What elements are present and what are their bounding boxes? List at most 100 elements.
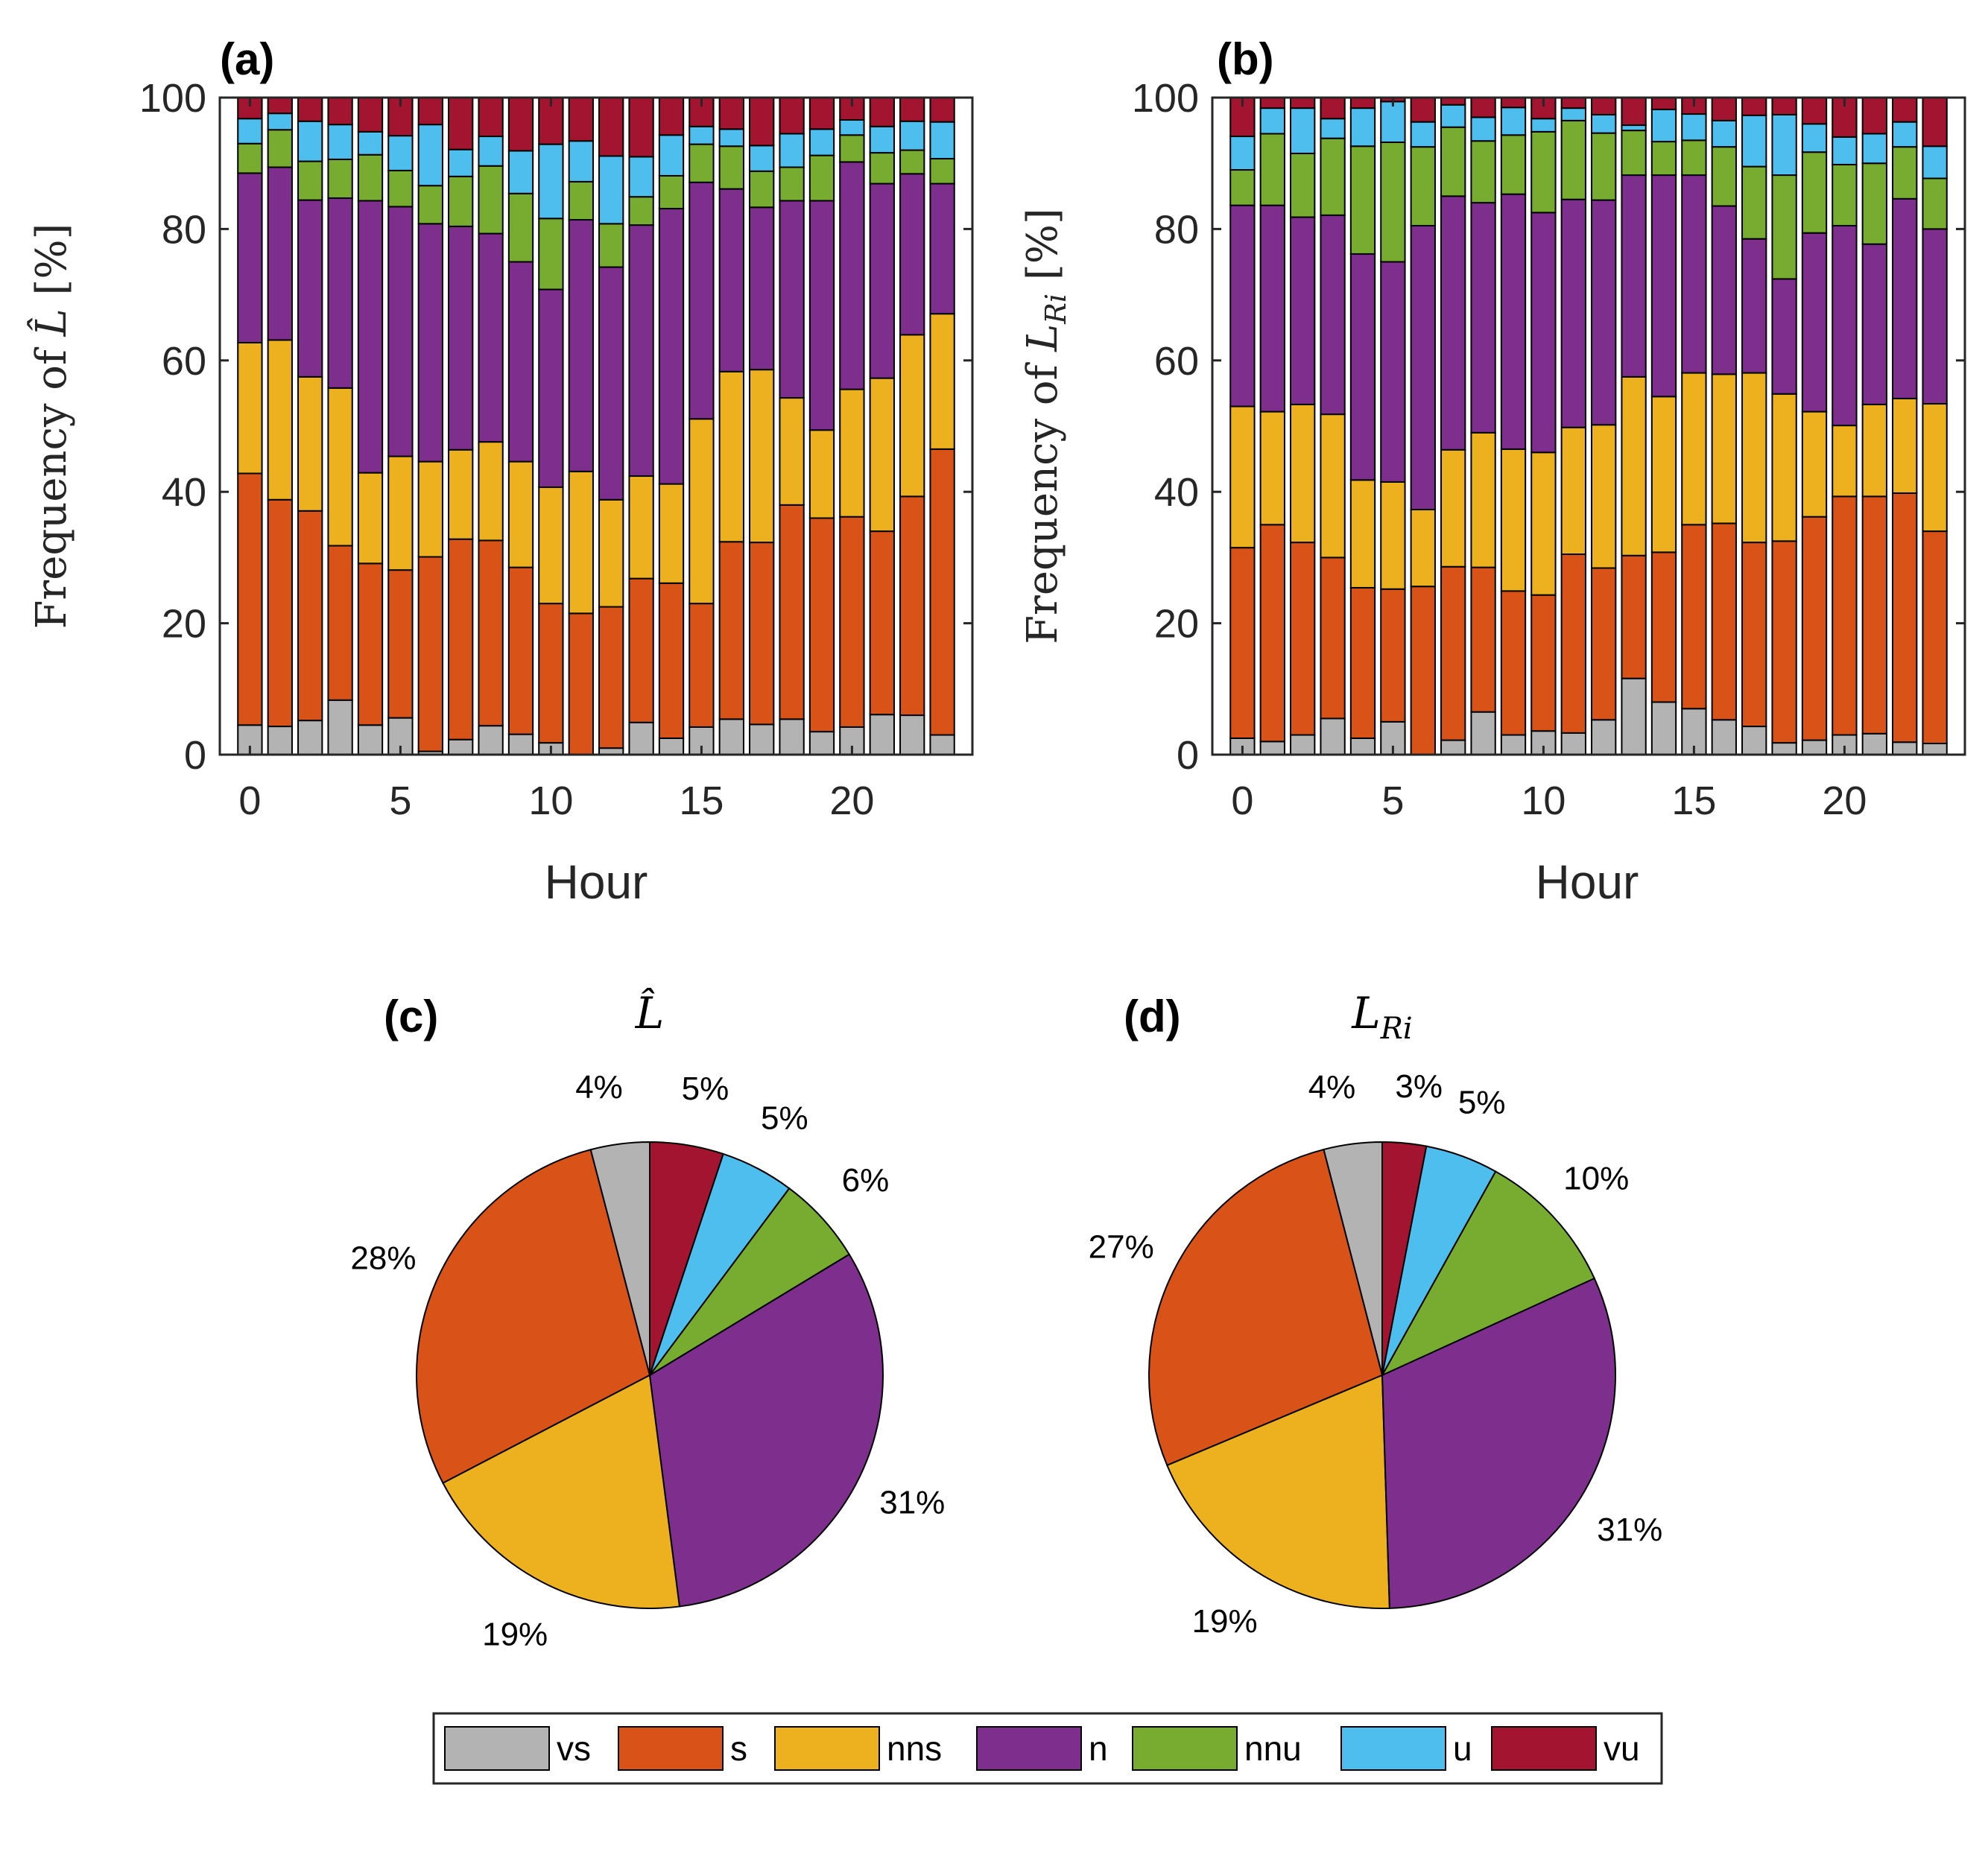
bar-segment-nnu-hour-7: [1440, 126, 1466, 197]
bar-segment-u-hour-8: [478, 136, 504, 167]
bar-segment-nns-hour-3: [327, 387, 353, 547]
bar-segment-s-hour-14: [658, 582, 685, 739]
bar-segment-nnu-hour-23: [1922, 177, 1948, 230]
x-ticks-a: 0 5 10 15 20: [238, 98, 874, 823]
bar-segment-u-hour-19: [808, 128, 835, 156]
bar-segment-nnu-hour-6: [1410, 146, 1436, 226]
bar-segment-s-hour-8: [478, 539, 504, 727]
bar-segment-n-hour-3: [327, 197, 353, 389]
bar-segment-nns-hour-13: [1621, 375, 1647, 556]
bar-segment-nns-hour-19: [808, 429, 835, 519]
x-tick-label-0: 0: [1231, 778, 1253, 823]
y-tick-label-0: 0: [184, 733, 206, 778]
bar-segment-vs-hour-19: [1801, 739, 1828, 756]
bar-segment-n-hour-20: [839, 161, 865, 390]
bar-segment-nns-hour-14: [658, 483, 685, 584]
panel-label-a: (a): [220, 34, 274, 84]
panel-label-d: (d): [1124, 992, 1181, 1041]
bar-segment-n-hour-16: [718, 188, 744, 372]
bar-segment-vu-hour-13: [1621, 97, 1647, 127]
bar-segment-s-hour-15: [1681, 524, 1707, 710]
pie-label-n: 31%: [879, 1485, 945, 1521]
bar-segment-nns-hour-16: [1711, 373, 1737, 524]
y-axis-label-b: Frequency of LRi [%]: [1019, 208, 1072, 644]
bar-segment-nnu-hour-19: [1801, 151, 1828, 234]
bar-segment-n-hour-11: [1560, 198, 1586, 428]
bar-segment-vu-hour-11: [568, 97, 594, 142]
pie-label-nns: 19%: [1192, 1603, 1258, 1640]
y-tick-label-60: 60: [1154, 339, 1199, 384]
bar-segment-nns-hour-8: [1470, 431, 1496, 568]
bar-segment-s-hour-20: [1832, 495, 1858, 736]
bar-segment-nnu-hour-18: [1771, 174, 1797, 280]
bar-segment-vs-hour-22: [1892, 741, 1918, 756]
bar-segment-s-hour-5: [387, 569, 414, 719]
bar-segment-nnu-hour-12: [1591, 132, 1617, 201]
y-ticks-b: 0 20 40 60 80 100: [1132, 76, 1965, 778]
stacked-bar-chart-a: (a) 0 20 40 60 80 100 0 5 10 15 20 Hour Frequency…: [26, 34, 974, 909]
x-tick-label-5: 5: [389, 778, 411, 823]
bar-segment-vs-hour-9: [1500, 734, 1527, 755]
bar-segment-vu-hour-12: [598, 97, 624, 157]
bar-segment-vs-hour-23: [1922, 743, 1948, 755]
bar-segment-n-hour-0: [237, 172, 263, 343]
bar-segment-vu-hour-16: [718, 97, 744, 130]
y-axis-label-symbol-b: L: [1019, 324, 1067, 352]
x-axis-label-b: Hour: [1536, 855, 1639, 909]
bar-segment-vs-hour-18: [1771, 742, 1797, 756]
bars-b: [1229, 97, 1948, 756]
y-tick-label-40: 40: [1154, 470, 1199, 515]
bar-segment-vu-hour-3: [327, 97, 353, 126]
bar-segment-s-hour-3: [1320, 556, 1346, 720]
bar-segment-u-hour-19: [1801, 123, 1828, 153]
bar-segment-nnu-hour-2: [1290, 152, 1316, 218]
legend-label-u: u: [1453, 1729, 1472, 1768]
bar-segment-nns-hour-23: [1922, 403, 1948, 533]
bar-segment-vs-hour-8: [478, 725, 504, 756]
x-tick-label-10: 10: [1521, 778, 1566, 823]
bar-segment-u-hour-1: [1259, 107, 1285, 135]
bar-segment-u-hour-8: [1470, 116, 1496, 142]
bar-segment-s-hour-2: [297, 510, 323, 722]
bar-segment-nnu-hour-15: [688, 143, 715, 183]
pie-label-u: 5%: [761, 1100, 808, 1136]
y-tick-label-80: 80: [162, 207, 206, 252]
pie-title-symbol-d: L: [1351, 988, 1381, 1038]
bar-segment-vs-hour-2: [1290, 734, 1316, 755]
bar-segment-u-hour-13: [628, 156, 654, 198]
bar-segment-u-hour-13: [1621, 124, 1647, 132]
bar-segment-u-hour-11: [1560, 107, 1586, 121]
pie-label-vu: 5%: [682, 1071, 729, 1107]
bar-segment-vu-hour-9: [507, 97, 534, 152]
bar-segment-n-hour-15: [688, 181, 715, 420]
pie-slice-n: [1381, 1277, 1616, 1609]
panel-label-c: (c): [384, 992, 438, 1041]
bar-segment-nnu-hour-2: [297, 160, 323, 201]
bar-segment-vu-hour-7: [448, 97, 474, 150]
bar-segment-n-hour-8: [478, 232, 504, 443]
bar-segment-vu-hour-19: [808, 97, 835, 130]
bar-segment-nnu-hour-13: [628, 196, 654, 226]
bar-segment-nns-hour-23: [929, 313, 955, 450]
x-tick-label-10: 10: [528, 778, 573, 823]
bar-segment-n-hour-22: [1892, 197, 1918, 399]
bar-segment-vu-hour-14: [658, 97, 685, 136]
bar-segment-n-hour-0: [1229, 204, 1256, 407]
pie-label-u: 5%: [1458, 1085, 1506, 1121]
bar-segment-nnu-hour-22: [1892, 146, 1918, 200]
bar-segment-nnu-hour-0: [1229, 169, 1256, 206]
bar-segment-nnu-hour-17: [749, 170, 775, 209]
x-tick-label-5: 5: [1381, 778, 1404, 823]
bar-segment-s-hour-7: [448, 538, 474, 740]
bar-segment-nnu-hour-16: [718, 145, 744, 190]
bar-segment-nns-hour-3: [1320, 413, 1346, 559]
pie-chart-c: (c) L̂ 4% 28% 19% 31% 6% 5% 5%: [350, 987, 945, 1652]
bar-segment-s-hour-19: [808, 517, 835, 733]
bar-segment-u-hour-10: [1530, 118, 1557, 133]
bar-segment-s-hour-13: [628, 577, 654, 723]
bar-segment-nns-hour-19: [1801, 410, 1828, 518]
bar-segment-vs-hour-18: [779, 718, 805, 756]
bar-segment-nnu-hour-6: [417, 185, 443, 225]
slices-d: [1148, 1141, 1616, 1609]
bar-segment-nnu-hour-14: [1650, 141, 1677, 177]
